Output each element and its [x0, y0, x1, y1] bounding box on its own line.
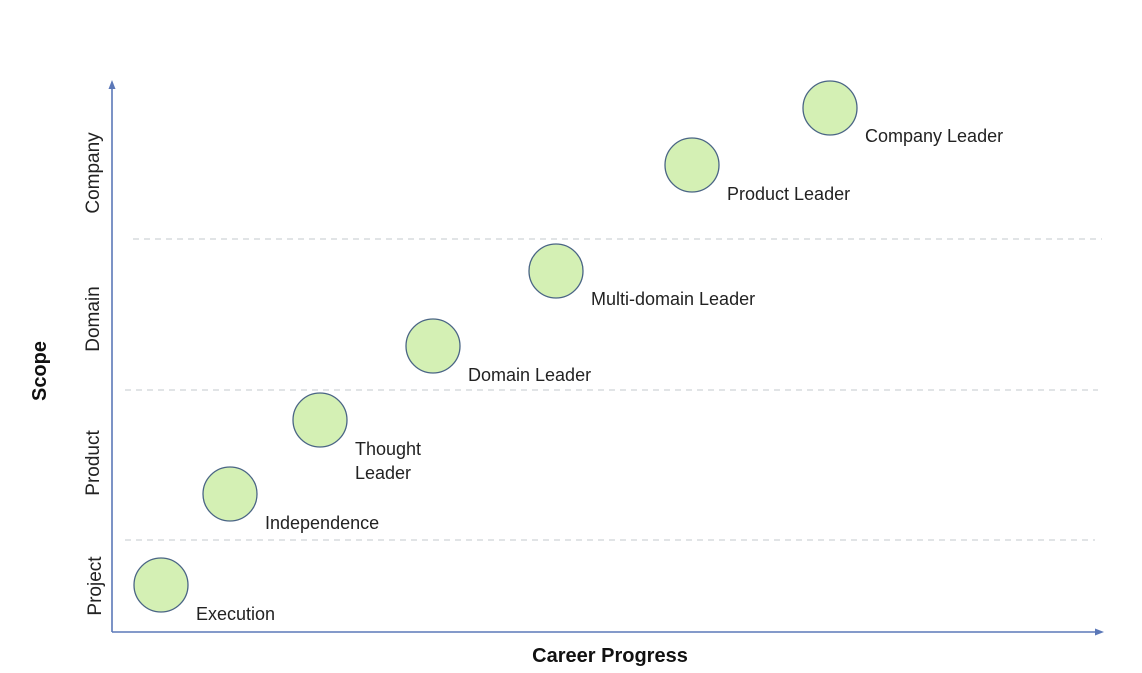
node-multi-domain-leader: Multi-domain Leader	[528, 243, 755, 309]
node-product-leader: Product Leader	[664, 137, 850, 204]
node-thought-leader-label: Thought Leader	[355, 439, 426, 483]
node-independence-label: Independence	[265, 513, 379, 533]
y-axis-arrowhead	[108, 80, 116, 89]
node-product-leader-circle	[664, 137, 720, 193]
node-company-leader-label: Company Leader	[865, 126, 1003, 146]
node-multi-domain-leader-label: Multi-domain Leader	[591, 289, 755, 309]
x-axis-title: Career Progress	[532, 645, 688, 667]
band-label-domain: Domain	[83, 286, 104, 351]
node-multi-domain-leader-circle	[528, 243, 584, 299]
node-company-leader-circle	[802, 80, 858, 136]
node-domain-leader-label: Domain Leader	[468, 365, 591, 385]
band-label-company: Company	[83, 132, 104, 214]
node-execution-circle	[133, 557, 189, 613]
node-product-leader-label: Product Leader	[727, 184, 850, 204]
node-thought-leader: Thought Leader	[292, 392, 426, 483]
node-execution-label: Execution	[196, 604, 275, 624]
node-domain-leader-circle	[405, 318, 461, 374]
band-label-project: Project	[85, 556, 106, 616]
node-domain-leader: Domain Leader	[405, 318, 591, 385]
x-axis-arrowhead	[1095, 628, 1104, 636]
band-label-product: Product	[83, 430, 104, 496]
node-thought-leader-circle	[292, 392, 348, 448]
node-independence: Independence	[202, 466, 379, 533]
node-execution: Execution	[133, 557, 275, 624]
node-company-leader: Company Leader	[802, 80, 1003, 146]
y-axis-title: Scope	[29, 341, 51, 401]
node-independence-circle	[202, 466, 258, 522]
